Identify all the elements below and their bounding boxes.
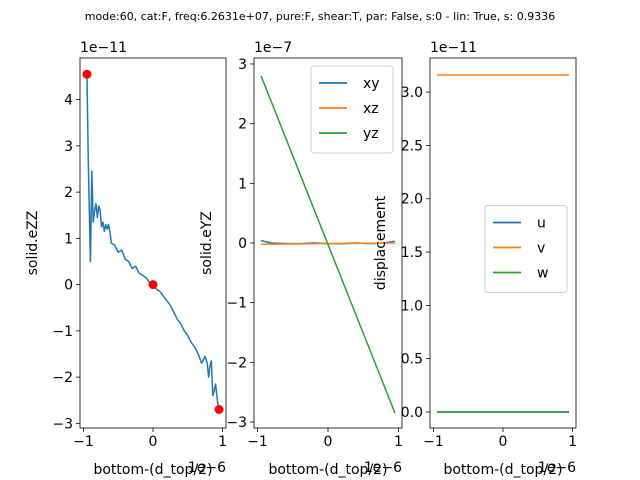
x-axis-label: bottom-(d_top/2) <box>93 462 212 478</box>
y-tick-label: −3 <box>52 416 73 432</box>
legend: uvw <box>484 205 568 293</box>
legend-label-v: v <box>537 241 545 257</box>
y-tick-label: 3 <box>238 57 247 73</box>
series-line-yz <box>260 75 396 414</box>
y-tick-label: −2 <box>226 355 247 371</box>
x-tick-label: 0 <box>499 434 508 450</box>
legend-label-u: u <box>537 216 546 232</box>
data-point-marker <box>214 405 224 414</box>
y-tick-label: 4 <box>64 93 73 109</box>
x-tick-label: 1 <box>218 434 227 450</box>
data-point-marker <box>148 280 158 290</box>
y-tick-label: 1 <box>64 231 73 247</box>
x-tick-label: 1 <box>568 434 577 450</box>
legend-box <box>310 65 394 154</box>
x-axis-label: bottom-(d_top/2) <box>443 462 562 478</box>
y-axis-label: displacement <box>373 195 389 290</box>
y-tick-label: 0 <box>64 278 73 294</box>
y-tick-label: 0.0 <box>401 405 423 421</box>
y-tick-label: 3 <box>64 139 73 155</box>
legend: xy xz yz <box>310 65 394 154</box>
y-tick-label: 3.0 <box>401 85 423 101</box>
legend-box <box>484 205 568 293</box>
y-axis-label: solid.eYZ <box>199 211 215 275</box>
y-offset-text: 1e−7 <box>254 40 292 56</box>
legend-label-w: w <box>537 266 548 282</box>
legend-label-xz: xz <box>363 101 379 117</box>
legend-label-xy: xy <box>363 76 380 92</box>
y-tick-label: 2 <box>238 117 247 133</box>
data-point-marker <box>82 69 92 79</box>
x-tick-label: −1 <box>423 434 444 450</box>
y-tick-label: 0 <box>238 236 247 252</box>
y-tick-label: 0.5 <box>401 352 423 368</box>
x-tick-label: −1 <box>247 434 268 450</box>
x-offset-text: 1e−6 <box>538 460 576 476</box>
figure-suptitle: mode:60, cat:F, freq:6.2631e+07, pure:F,… <box>85 10 555 23</box>
x-axis-label: bottom-(d_top/2) <box>268 462 387 478</box>
y-tick-label: −1 <box>226 296 247 312</box>
y-tick-label: −3 <box>226 415 247 431</box>
y-tick-label: 1.5 <box>401 245 423 261</box>
x-offset-text: 1e−6 <box>188 460 226 476</box>
y-offset-text: 1e−11 <box>430 40 477 56</box>
y-tick-label: 2 <box>64 185 73 201</box>
y-tick-label: 2.0 <box>401 192 423 208</box>
x-tick-label: 0 <box>149 434 158 450</box>
subplot-displacement: −1 0 1 0.0 0.5 1.0 1.5 2.0 2.5 3.0 1e−11 1e−6bottom… <box>373 40 577 478</box>
y-axis-label: solid.eZZ <box>25 211 41 276</box>
y-offset-text: 1e−11 <box>80 40 127 56</box>
legend-label-yz: yz <box>363 126 379 142</box>
x-tick-label: −1 <box>73 434 94 450</box>
x-tick-label: 0 <box>324 434 333 450</box>
x-offset-text: 1e−6 <box>364 460 402 476</box>
y-tick-label: 2.5 <box>401 138 423 154</box>
series-line-series-0 <box>86 74 220 410</box>
y-tick-label: 1 <box>238 176 247 192</box>
y-tick-label: −1 <box>52 324 73 340</box>
subplot-ezz: −1 0 1 −3 −2 −1 0 1 2 3 4 1e−11 1e−6bottom-(d_top/2)… <box>25 40 227 478</box>
y-tick-label: −2 <box>52 370 73 386</box>
x-tick-label: 1 <box>394 434 403 450</box>
y-tick-label: 1.0 <box>401 298 423 314</box>
